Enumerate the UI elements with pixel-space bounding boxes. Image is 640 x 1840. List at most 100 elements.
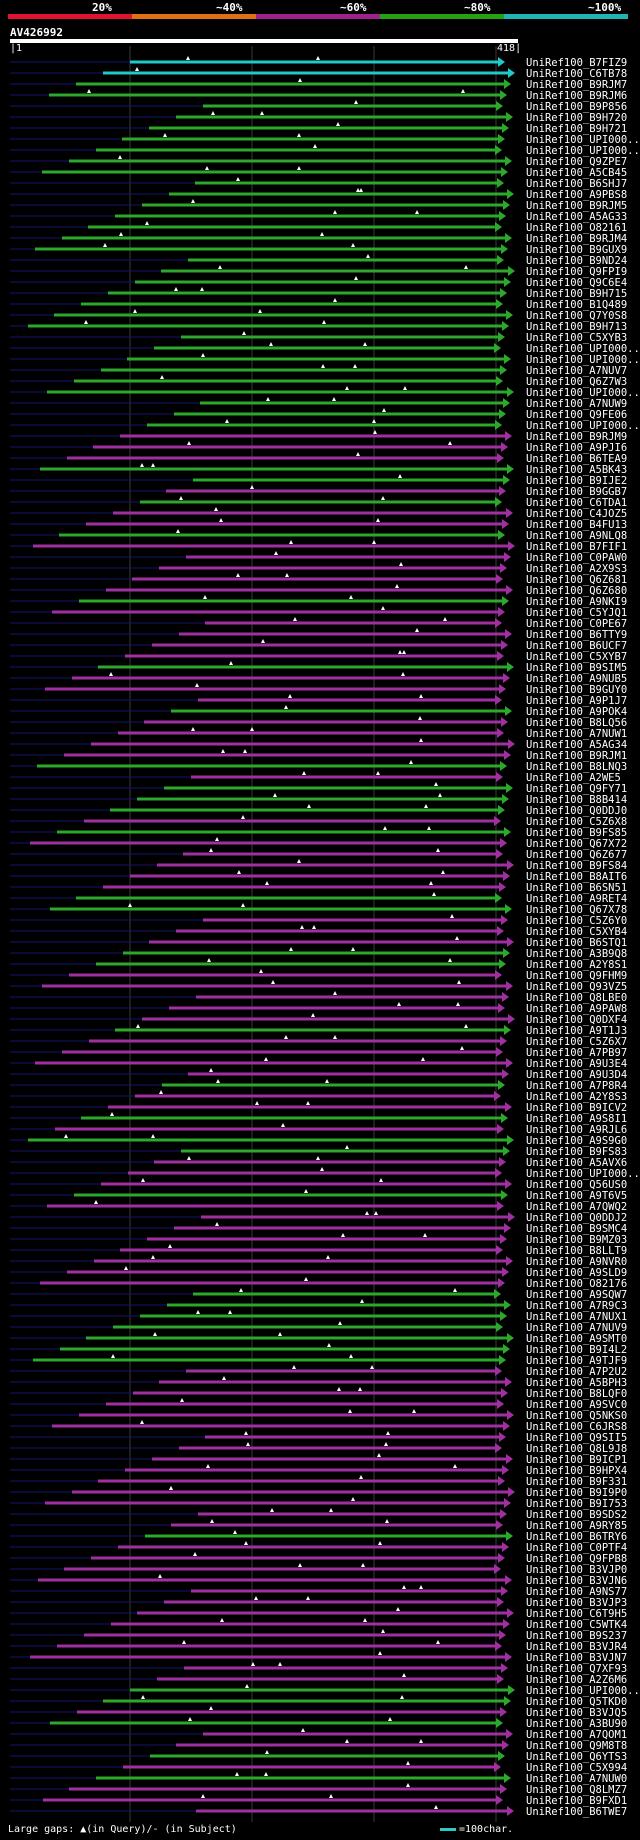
hit-row[interactable]: UniRef100_A9SLD9 [10,1266,627,1279]
hit-label[interactable]: UniRef100_Q7XF93 [526,1663,627,1675]
hit-label[interactable]: UniRef100_B9S237 [526,1630,627,1642]
hit-label[interactable]: UniRef100_A5BK43 [526,464,627,476]
hit-label[interactable]: UniRef100_B9RJM5 [526,200,627,212]
hit-row[interactable]: UniRef100_Q67X78 [10,903,627,916]
hit-label[interactable]: UniRef100_UPI000.. [526,420,640,432]
hit-label[interactable]: UniRef100_C0PE67 [526,618,627,630]
hit-label[interactable]: UniRef100_Q56US0 [526,1179,627,1191]
hit-label[interactable]: UniRef100_C5XYB7 [526,651,627,663]
hit-row[interactable]: UniRef100_A9PJI6 [10,441,627,454]
hit-label[interactable]: UniRef100_Q9SII5 [526,1432,627,1444]
hit-row[interactable]: UniRef100_O82161 [10,221,627,234]
hit-row[interactable]: UniRef100_B9RJM4 [10,232,627,245]
hit-label[interactable]: UniRef100_A2WE5 [526,772,621,784]
hit-label[interactable]: UniRef100_B3VJQ5 [526,1707,627,1719]
hit-row[interactable]: UniRef100_A2X9S3 [10,562,627,575]
hit-row[interactable]: UniRef100_Q7Y0S8 [10,309,627,322]
hit-row[interactable]: UniRef100_B7FIZ9 [10,56,627,69]
hit-label[interactable]: UniRef100_Q9FPI9 [526,266,627,278]
hit-row[interactable]: UniRef100_B9FS84 [10,859,627,872]
hit-label[interactable]: UniRef100_A5BPH3 [526,1377,627,1389]
hit-row[interactable]: UniRef100_Q9FPI9 [10,265,627,278]
hit-row[interactable]: UniRef100_A9NKI9 [10,595,627,608]
hit-row[interactable]: UniRef100_A7PB97 [10,1046,627,1059]
hit-label[interactable]: UniRef100_A9NUB5 [526,673,627,685]
hit-label[interactable]: UniRef100_O82161 [526,222,627,234]
hit-label[interactable]: UniRef100_A9SVC0 [526,1399,627,1411]
hit-label[interactable]: UniRef100_B9H721 [526,123,627,135]
hit-label[interactable]: UniRef100_B9H715 [526,288,627,300]
hit-row[interactable]: UniRef100_B9H721 [10,122,627,135]
hit-label[interactable]: UniRef100_A3B9Q8 [526,948,627,960]
hit-label[interactable]: UniRef100_B9P856 [526,101,627,113]
hit-label[interactable]: UniRef100_Q9M8T8 [526,1740,627,1752]
hit-label[interactable]: UniRef100_B9RJM7 [526,79,627,91]
hit-row[interactable]: UniRef100_A9T1J3 [10,1024,627,1037]
hit-label[interactable]: UniRef100_B7FIF1 [526,541,627,553]
hit-row[interactable]: UniRef100_C6T9H5 [10,1607,627,1620]
hit-row[interactable]: UniRef100_A9NS77 [10,1585,627,1598]
hit-label[interactable]: UniRef100_A9NKI9 [526,596,627,608]
hit-label[interactable]: UniRef100_A5AVX6 [526,1157,627,1169]
hit-row[interactable]: UniRef100_B9RJM5 [10,199,627,212]
hit-row[interactable]: UniRef100_Q8LMZ7 [10,1783,627,1796]
hit-row[interactable]: UniRef100_Q9FPB8 [10,1552,627,1565]
hit-row[interactable]: UniRef100_B9RJM9 [10,430,627,443]
hit-label[interactable]: UniRef100_Q9ZPE7 [526,156,627,168]
hit-row[interactable]: UniRef100_Q9C6E4 [10,276,627,289]
hit-label[interactable]: UniRef100_Q67X78 [526,904,627,916]
hit-label[interactable]: UniRef100_B9RJM4 [526,233,627,245]
hit-label[interactable]: UniRef100_B9GUX9 [526,244,627,256]
hit-row[interactable]: UniRef100_A7R9C3 [10,1299,627,1312]
hit-row[interactable]: UniRef100_A9RY85 [10,1519,627,1532]
hit-label[interactable]: UniRef100_B9RJM6 [526,90,627,102]
hit-row[interactable]: UniRef100_Q8LBE0 [10,991,627,1004]
hit-row[interactable]: UniRef100_Q9FE06 [10,408,627,421]
hit-row[interactable]: UniRef100_C5XYB4 [10,925,627,938]
hit-label[interactable]: UniRef100_B9GGB7 [526,486,627,498]
hit-row[interactable]: UniRef100_B3VJR4 [10,1640,627,1653]
hit-row[interactable]: UniRef100_A2Z6M6 [10,1673,627,1686]
hit-label[interactable]: UniRef100_UPI000.. [526,134,640,146]
hit-row[interactable]: UniRef100_B8LQ56 [10,716,627,729]
hit-label[interactable]: UniRef100_B9RJM1 [526,750,627,762]
hit-row[interactable]: UniRef100_B3VJN7 [10,1651,627,1664]
hit-row[interactable]: UniRef100_B3VJN6 [10,1574,627,1587]
hit-row[interactable]: UniRef100_A7P8R4 [10,1079,627,1092]
hit-row[interactable]: UniRef100_B9S237 [10,1629,627,1642]
hit-row[interactable]: UniRef100_A9S9G0 [10,1134,627,1147]
hit-label[interactable]: UniRef100_C5XYB3 [526,332,627,344]
hit-row[interactable]: UniRef100_A7NUV7 [10,364,627,377]
hit-label[interactable]: UniRef100_Q9FE06 [526,409,627,421]
hit-label[interactable]: UniRef100_A9RJL6 [526,1124,627,1136]
hit-row[interactable]: UniRef100_A9NUB5 [10,672,627,685]
hit-row[interactable]: UniRef100_Q7XF93 [10,1662,627,1675]
hit-label[interactable]: UniRef100_Q8LMZ7 [526,1784,627,1796]
hit-label[interactable]: UniRef100_UPI000.. [526,145,640,157]
hit-row[interactable]: UniRef100_B9ICV2 [10,1101,627,1114]
hit-row[interactable]: UniRef100_A7P2U2 [10,1365,627,1378]
hit-row[interactable]: UniRef100_B9MZ03 [10,1233,627,1246]
hit-label[interactable]: UniRef100_B9ND24 [526,255,627,267]
hit-row[interactable]: UniRef100_B6TTY9 [10,628,627,641]
hit-row[interactable]: UniRef100_A9PBS8 [10,188,627,201]
hit-label[interactable]: UniRef100_A9S8I1 [526,1113,627,1125]
hit-row[interactable]: UniRef100_UPI000.. [10,1167,640,1180]
hit-label[interactable]: UniRef100_A7PB97 [526,1047,627,1059]
hit-label[interactable]: UniRef100_A7NUW0 [526,1773,627,1785]
hit-label[interactable]: UniRef100_A9NVR0 [526,1256,627,1268]
hit-label[interactable]: UniRef100_B9MZ03 [526,1234,627,1246]
hit-row[interactable]: UniRef100_Q9FHM9 [10,969,627,982]
hit-label[interactable]: UniRef100_B9I9P0 [526,1487,627,1499]
hit-label[interactable]: UniRef100_Q0DDJ2 [526,1212,627,1224]
hit-row[interactable]: UniRef100_B4FU13 [10,518,627,531]
hit-row[interactable]: UniRef100_Q9ZPE7 [10,155,627,168]
hit-row[interactable]: UniRef100_B6SN51 [10,881,627,894]
hit-row[interactable]: UniRef100_B1Q489 [10,298,627,311]
hit-row[interactable]: UniRef100_Q9M8T8 [10,1739,627,1752]
hit-row[interactable]: UniRef100_A5AG34 [10,738,627,751]
hit-label[interactable]: UniRef100_Q6Z7W3 [526,376,627,388]
hit-label[interactable]: UniRef100_B8AIT6 [526,871,627,883]
hit-row[interactable]: UniRef100_Q0DXF4 [10,1013,627,1026]
hit-row[interactable]: UniRef100_Q6Z680 [10,584,627,597]
